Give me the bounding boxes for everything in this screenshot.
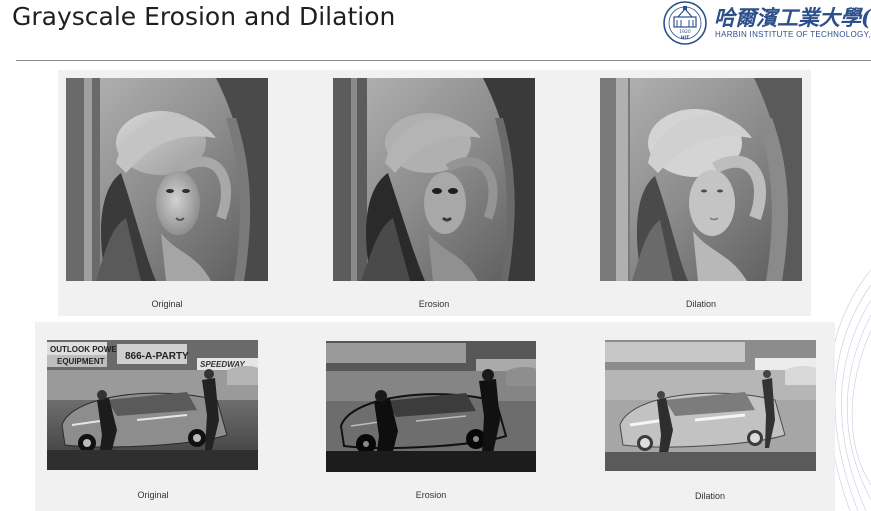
caption-portrait-dilation: Dilation — [685, 299, 716, 309]
logo-name-english: HARBIN INSTITUTE OF TECHNOLOGY, S — [715, 30, 871, 39]
university-logo: 1920 HIT 哈爾濱工業大學(深 HARBIN INSTITUTE OF T… — [660, 0, 871, 46]
seal-text: HIT — [681, 35, 690, 41]
seal-year: 1920 — [679, 29, 691, 35]
title-divider — [16, 60, 871, 61]
caption-racecar-original: Original — [137, 490, 169, 500]
banner-outlook: OUTLOOK POWER — [50, 345, 123, 354]
caption-portrait-erosion: Erosion — [418, 299, 450, 309]
portrait-dilation-image — [600, 78, 802, 281]
banner-speedway: SPEEDWAY — [200, 360, 245, 369]
racecar-original-image: OUTLOOK POWER EQUIPMENT 866-A-PARTY SPEE… — [47, 340, 258, 470]
slide-title: Grayscale Erosion and Dilation — [12, 2, 396, 31]
racecar-erosion-image — [326, 341, 536, 472]
caption-portrait-original: Original — [151, 299, 183, 309]
university-seal-icon: 1920 HIT — [663, 1, 707, 45]
racecar-dilation-image — [605, 340, 816, 471]
portrait-original-image — [66, 78, 268, 281]
caption-racecar-dilation: Dilation — [694, 491, 725, 501]
banner-equipment: EQUIPMENT — [57, 357, 105, 366]
logo-name-chinese: 哈爾濱工業大學(深 — [714, 5, 871, 30]
caption-racecar-erosion: Erosion — [415, 490, 447, 500]
banner-party: 866-A-PARTY — [125, 351, 189, 362]
portrait-erosion-image — [333, 78, 535, 281]
